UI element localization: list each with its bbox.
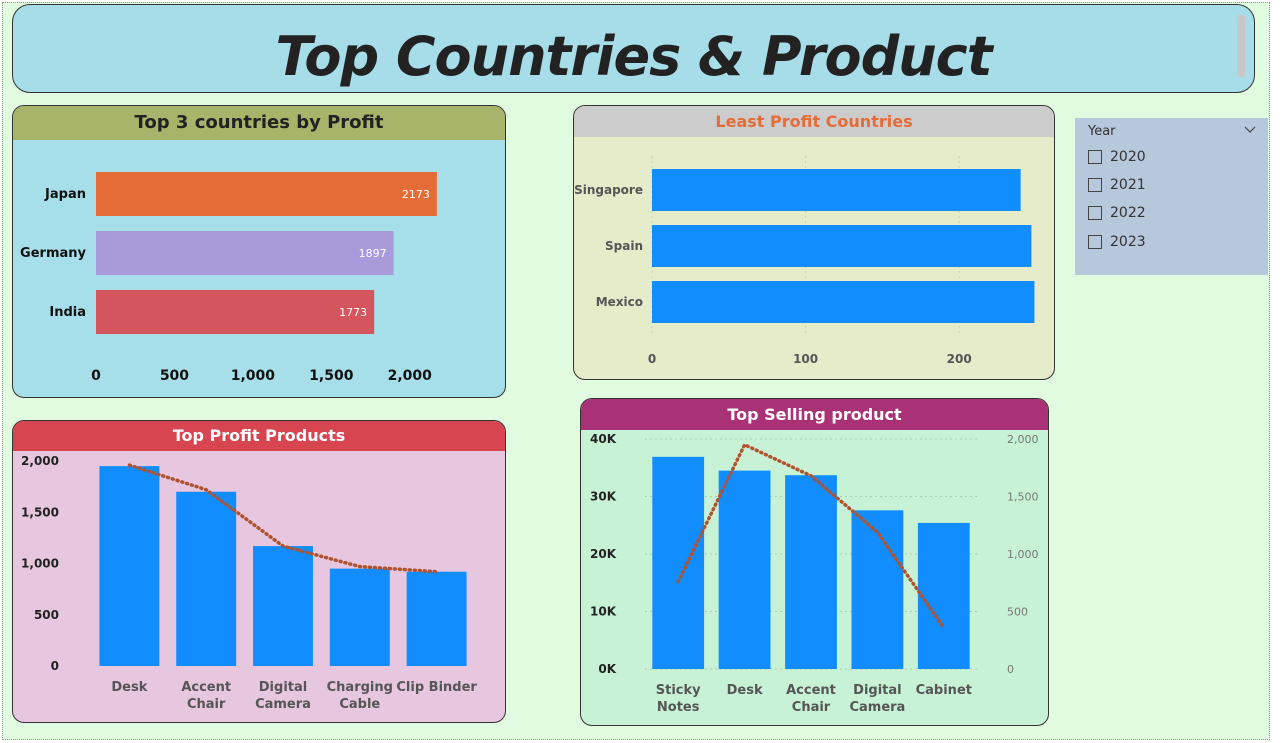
bar — [253, 546, 313, 666]
category-label: Digital — [853, 683, 901, 698]
checkbox[interactable] — [1088, 178, 1102, 192]
top-countries-card: Top 3 countries by Profit Japan 2173 Germa… — [12, 105, 506, 398]
slicer-option-2021[interactable]: 2021 — [1088, 175, 1146, 195]
series-line — [127, 463, 439, 574]
slicer-option-label: 2022 — [1110, 205, 1146, 221]
y-tick-label: 2,000 — [21, 454, 59, 468]
y-tick-label: 1,500 — [21, 505, 59, 519]
least-countries-card: Least Profit Countries Singapore Spain Mex… — [573, 105, 1055, 380]
bar — [785, 475, 837, 669]
bar — [718, 470, 771, 669]
x-tick-label: 100 — [793, 352, 818, 366]
x-tick-label: 1,000 — [231, 368, 276, 384]
y-tick-label: 0K — [598, 662, 616, 676]
top-selling-chart: 0K 10K 20K 30K 40K 0 500 1,000 1,500 2,000 Sticky N… — [590, 432, 1039, 715]
slicer-option-2020[interactable]: 2020 — [1088, 147, 1146, 167]
year-slicer[interactable]: Year 2020 2021 2022 2023 — [1075, 118, 1268, 275]
slicer-option-label: 2020 — [1110, 149, 1146, 165]
x-tick-label: 0 — [648, 352, 656, 366]
y2-tick-label: 500 — [1007, 606, 1028, 619]
y-tick-label: 0 — [51, 659, 59, 673]
bar — [96, 290, 375, 334]
category-label: Accent — [786, 683, 836, 698]
y-tick-label: 20K — [590, 547, 617, 561]
category-label: Chair — [187, 697, 226, 712]
category-label: Japan — [44, 187, 86, 202]
top-selling-card: Top Selling product 0K 10K 20K 30K 40K 0 500 1,… — [580, 398, 1049, 726]
bar — [406, 571, 467, 666]
category-label: India — [49, 305, 86, 320]
bar — [99, 466, 160, 666]
y-tick-label: 30K — [590, 490, 617, 504]
page-edge — [1272, 0, 1288, 743]
bar — [96, 231, 394, 275]
least-countries-title: Least Profit Countries — [574, 106, 1054, 137]
y2-tick-label: 2,000 — [1007, 433, 1039, 446]
category-label: Notes — [657, 700, 700, 715]
x-tick-label: 500 — [160, 368, 189, 384]
x-tick-label: 2,000 — [388, 368, 433, 384]
bar — [652, 225, 1032, 267]
y-tick-label: 1,000 — [21, 557, 59, 571]
bar — [652, 281, 1035, 323]
checkbox[interactable] — [1088, 206, 1102, 220]
slicer-option-2023[interactable]: 2023 — [1088, 232, 1146, 252]
bar — [329, 568, 390, 666]
top-profit-products-card: Top Profit Products 0 500 1,000 1,500 2,000 D… — [12, 420, 506, 723]
category-label: Camera — [255, 697, 311, 712]
banner-scrollbar[interactable] — [1237, 15, 1245, 77]
data-label: 1897 — [359, 247, 387, 260]
chevron-down-icon[interactable] — [1243, 122, 1257, 136]
category-label: Desk — [727, 683, 763, 698]
category-label: Clip Binder — [396, 680, 477, 695]
x-tick-label: 0 — [91, 368, 101, 384]
top-profit-products-title: Top Profit Products — [13, 421, 505, 451]
bar — [851, 510, 904, 669]
category-label: Cable — [339, 697, 380, 712]
least-countries-chart: Singapore Spain Mexico 0 100 200 — [574, 156, 1035, 366]
y-tick-label: 10K — [590, 605, 617, 619]
y-tick-label: 500 — [34, 608, 59, 622]
category-label: Accent — [181, 680, 231, 695]
slicer-option-label: 2023 — [1110, 234, 1146, 250]
category-label: Singapore — [574, 183, 643, 197]
title-banner: Top Countries & Product — [12, 4, 1255, 93]
checkbox[interactable] — [1088, 150, 1102, 164]
bar — [917, 522, 970, 669]
category-label: Digital — [259, 680, 307, 695]
data-label: 1773 — [339, 306, 367, 319]
x-tick-label: 200 — [947, 352, 972, 366]
y2-tick-label: 1,000 — [1007, 548, 1039, 561]
category-label: Germany — [20, 246, 86, 261]
top-profit-products-chart: 0 500 1,000 1,500 2,000 Desk Accent Chair Digita… — [21, 454, 477, 712]
y-tick-label: 40K — [590, 432, 617, 446]
bar — [96, 172, 437, 216]
top-countries-chart: Japan 2173 Germany 1897 India 1773 0 500 1,000 1,… — [20, 172, 437, 384]
x-tick-label: 1,500 — [309, 368, 354, 384]
page-title: Top Countries & Product — [275, 25, 992, 88]
category-label: Mexico — [596, 295, 643, 309]
y2-tick-label: 0 — [1007, 663, 1014, 676]
top-selling-title: Top Selling product — [581, 399, 1048, 430]
checkbox[interactable] — [1088, 235, 1102, 249]
category-label: Sticky — [656, 683, 701, 698]
category-label: Cabinet — [916, 683, 972, 698]
category-label: Camera — [849, 700, 905, 715]
y2-tick-label: 1,500 — [1007, 491, 1039, 504]
slicer-option-label: 2021 — [1110, 177, 1146, 193]
bar — [652, 169, 1021, 211]
slicer-title: Year — [1088, 124, 1116, 139]
top-countries-title: Top 3 countries by Profit — [13, 106, 505, 140]
category-label: Chair — [792, 700, 831, 715]
bar — [176, 491, 237, 666]
slicer-option-2022[interactable]: 2022 — [1088, 203, 1146, 223]
data-label: 2173 — [402, 188, 430, 201]
bar — [652, 456, 705, 669]
series-line — [676, 442, 946, 630]
category-label: Desk — [111, 680, 147, 695]
category-label: Charging — [327, 680, 393, 695]
category-label: Spain — [605, 239, 643, 253]
